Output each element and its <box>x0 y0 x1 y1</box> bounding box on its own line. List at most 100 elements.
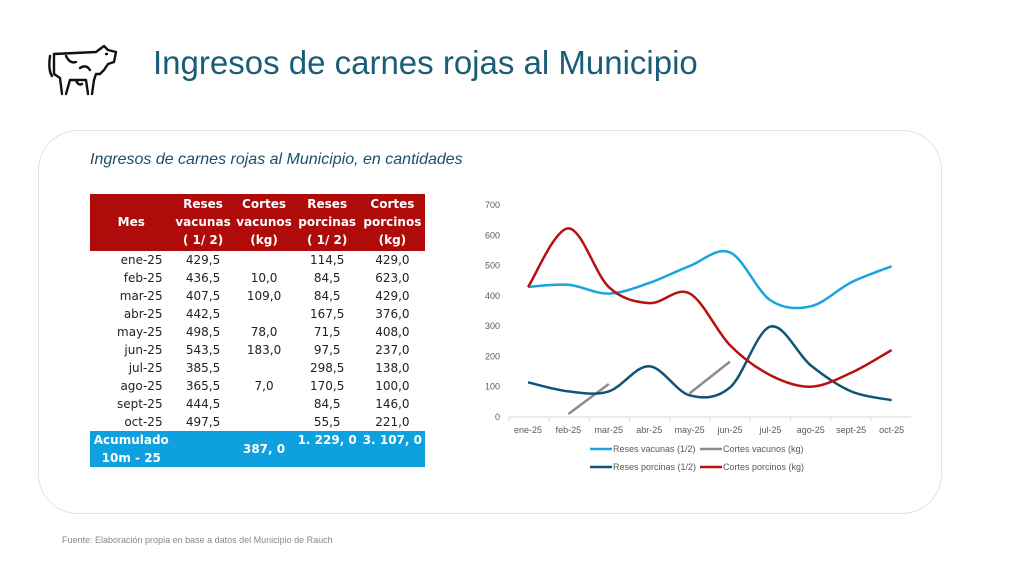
cell-reses-vacunas: 543,5 <box>185 343 221 357</box>
header-line: porcinos <box>363 215 422 229</box>
cell-reses-porcinas: 167,5 <box>310 307 345 321</box>
cell-cortes-vacunos <box>234 359 295 377</box>
series-line-3 <box>526 227 893 388</box>
cell-reses-vacunas: 429,5 <box>185 253 221 267</box>
cell-reses-vacunas: 407,5 <box>185 289 221 303</box>
cell-reses-vacunas: 497,5 <box>185 415 221 429</box>
cell-cortes-porcinos: 408,0 <box>375 325 410 339</box>
y-tick-label: 200 <box>485 351 500 361</box>
x-tick-label: oct-25 <box>879 425 904 435</box>
cell-reses-porcinas: 84,5 <box>313 289 341 303</box>
x-tick-label: jun-25 <box>716 425 742 435</box>
total-reses-porcinas: 1. 229, 0 <box>294 431 360 467</box>
header-reses-porcinas: Reses porcinas ( 1/ 2) <box>294 194 360 251</box>
page-title: Ingresos de carnes rojas al Municipio <box>153 44 698 81</box>
x-tick-label: ene-25 <box>514 425 542 435</box>
cell-mes: oct-25 <box>124 415 163 429</box>
cell-mes: ene-25 <box>120 253 163 267</box>
panel-subtitle: Ingresos de carnes rojas al Municipio, e… <box>90 151 463 168</box>
y-tick-label: 300 <box>485 321 500 331</box>
y-tick-label: 400 <box>485 291 500 301</box>
table-row: mar-25 407,5 109,0 84,5 429,0 <box>90 287 425 305</box>
header-line: Mes <box>117 215 145 229</box>
cell-reses-vacunas: 365,5 <box>185 379 221 393</box>
x-tick-label: sept-25 <box>836 425 866 435</box>
cell-reses-vacunas: 442,5 <box>185 307 221 321</box>
cell-cortes-porcinos: 221,0 <box>375 415 410 429</box>
header-line: ( 1/ 2) <box>306 233 348 247</box>
table-row: ago-25 365,5 7,0 170,5 100,0 <box>90 377 425 395</box>
y-tick-label: 0 <box>495 412 500 422</box>
header-cortes-vacunos: Cortes vacunos (kg) <box>233 194 295 251</box>
cell-reses-vacunas: 498,5 <box>185 325 221 339</box>
data-table: Mes Reses vacunas ( 1/ 2) Cortes vacunos (kg) R… <box>90 194 425 467</box>
cell-reses-porcinas: 71,5 <box>313 325 341 339</box>
y-tick-label: 600 <box>485 230 500 240</box>
cell-cortes-porcinos: 237,0 <box>375 343 410 357</box>
cell-cortes-vacunos: 109,0 <box>246 289 282 303</box>
cell-cortes-porcinos: 138,0 <box>375 361 410 375</box>
header-line: Cortes <box>370 197 415 211</box>
cell-mes: abr-25 <box>123 307 163 321</box>
cell-cortes-porcinos: 429,0 <box>375 289 410 303</box>
cell-mes: jul-25 <box>128 361 163 375</box>
line-chart: ene-25 feb-25 mar-25 abr-25 may-25 jun-25 jul-… <box>485 200 911 472</box>
cell-reses-porcinas: 84,5 <box>313 397 341 411</box>
source-note: Fuente: Elaboración propia en base a dat… <box>62 535 333 545</box>
total-label-line1: Acumulado <box>93 433 169 447</box>
table-row: sept-25 444,5 84,5 146,0 <box>90 395 425 413</box>
cell-reses-porcinas: 97,5 <box>313 343 341 357</box>
table-row: feb-25 436,5 10,0 84,5 623,0 <box>90 269 425 287</box>
cell-mes: may-25 <box>117 325 163 339</box>
cell-cortes-vacunos: 10,0 <box>250 271 278 285</box>
cell-reses-porcinas: 55,5 <box>313 415 341 429</box>
total-label: Acumulado 10m - 25 <box>90 431 173 467</box>
header-reses-vacunas: Reses vacunas ( 1/ 2) <box>172 194 234 251</box>
header-cortes-porcinos: Cortes porcinos (kg) <box>359 194 425 251</box>
x-tick-label: may-25 <box>675 425 705 435</box>
y-tick-label: 500 <box>485 261 500 271</box>
cell-mes: mar-25 <box>119 289 163 303</box>
series-line-2 <box>527 325 892 402</box>
header-line: (kg) <box>250 233 278 247</box>
x-tick-label: jul-25 <box>758 425 781 435</box>
table-header-row: Mes Reses vacunas ( 1/ 2) Cortes vacunos (kg) R… <box>90 194 425 251</box>
total-reses-vacunas <box>172 431 234 467</box>
cell-cortes-vacunos: 78,0 <box>250 325 278 339</box>
total-cortes-porcinos: 3. 107, 0 <box>359 431 425 467</box>
table-row: abr-25 442,5 167,5 376,0 <box>90 305 425 323</box>
cell-cortes-vacunos <box>234 305 295 323</box>
cow-icon <box>48 44 118 96</box>
x-tick-label: feb-25 <box>556 425 582 435</box>
cell-cortes-porcinos: 429,0 <box>375 253 410 267</box>
cell-cortes-porcinos: 100,0 <box>375 379 410 393</box>
cell-reses-vacunas: 385,5 <box>185 361 221 375</box>
header-line: Reses <box>307 197 348 211</box>
y-tick-label: 100 <box>485 382 500 392</box>
total-label-line2: 10m - 25 <box>101 451 161 465</box>
cell-mes: feb-25 <box>123 271 163 285</box>
legend-label: Cortes vacunos (kg) <box>723 444 804 454</box>
series-line-0 <box>527 249 893 310</box>
legend-label: Reses vacunas (1/2) <box>613 444 696 454</box>
table-row: oct-25 497,5 55,5 221,0 <box>90 413 425 431</box>
total-cortes-vacunos: 387, 0 <box>233 431 295 467</box>
table-row: may-25 498,5 78,0 71,5 408,0 <box>90 323 425 341</box>
cell-mes: sept-25 <box>117 397 163 411</box>
header-line: Reses <box>183 197 223 211</box>
cell-cortes-porcinos: 376,0 <box>375 307 410 321</box>
x-tick-label: ago-25 <box>797 425 825 435</box>
legend-label: Cortes porcinos (kg) <box>723 462 804 472</box>
cell-reses-porcinas: 298,5 <box>310 361 345 375</box>
cell-reses-porcinas: 84,5 <box>313 271 341 285</box>
cell-reses-porcinas: 170,5 <box>310 379 345 393</box>
header-line: ( 1/ 2) <box>182 233 224 247</box>
cell-reses-porcinas: 114,5 <box>310 253 345 267</box>
table-row: jun-25 543,5 183,0 97,5 237,0 <box>90 341 425 359</box>
series-line-1 <box>567 382 610 415</box>
header-line: vacunos <box>236 215 292 229</box>
cell-cortes-porcinos: 623,0 <box>375 271 410 285</box>
header-line: Cortes <box>242 197 287 211</box>
header-mes: Mes <box>90 194 173 251</box>
header-line: (kg) <box>378 233 407 247</box>
